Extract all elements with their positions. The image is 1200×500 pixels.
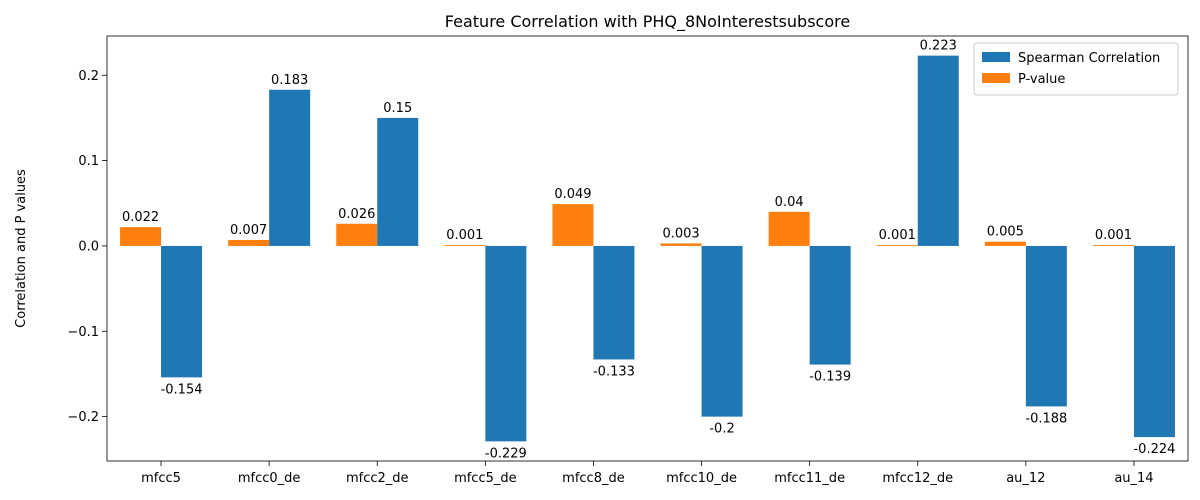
pvalue-label-au_14: 0.001 [1095, 228, 1132, 243]
correlation-label-mfcc5_de: -0.229 [485, 446, 527, 461]
correlation-bar-mfcc11_de [809, 245, 851, 365]
x-tick-label-mfcc5: mfcc5 [141, 471, 181, 486]
correlation-label-au_12: -0.188 [1025, 411, 1067, 426]
pvalue-label-mfcc8_de: 0.049 [554, 187, 591, 202]
y-tick-label: 0.1 [78, 154, 99, 169]
chart-title: Feature Correlation with PHQ_8NoInterest… [445, 12, 850, 32]
pvalue-label-mfcc11_de: 0.04 [775, 195, 804, 210]
correlation-bar-mfcc5_de [485, 245, 527, 442]
pvalue-label-au_12: 0.005 [987, 225, 1024, 240]
pvalue-bar-mfcc8_de [552, 204, 594, 246]
legend-box [973, 42, 1179, 96]
correlation-label-mfcc5: -0.154 [161, 382, 203, 397]
y-tick-label: −0.1 [67, 325, 99, 340]
legend-swatch [982, 73, 1010, 83]
y-tick-label: −0.2 [67, 410, 99, 425]
x-tick-label-au_14: au_14 [1114, 471, 1153, 486]
correlation-label-mfcc0_de: 0.183 [271, 73, 308, 88]
correlation-label-mfcc8_de: -0.133 [593, 364, 635, 379]
pvalue-label-mfcc5_de: 0.001 [446, 228, 483, 243]
pvalue-label-mfcc0_de: 0.007 [230, 223, 267, 238]
pvalue-bar-mfcc5 [120, 227, 162, 246]
pvalue-bar-au_14 [1092, 245, 1134, 246]
legend: Spearman Correlation P-value [973, 42, 1179, 96]
pvalue-bar-mfcc12_de [876, 245, 918, 246]
x-tick-label-mfcc11_de: mfcc11_de [774, 471, 845, 486]
pvalue-label-mfcc5: 0.022 [122, 210, 159, 225]
legend-entry: Spearman Correlation [1018, 51, 1160, 66]
pvalue-label-mfcc2_de: 0.026 [338, 207, 375, 222]
pvalue-label-mfcc12_de: 0.001 [879, 228, 916, 243]
pvalue-bar-mfcc5_de [444, 245, 486, 246]
correlation-bar-mfcc5 [161, 245, 203, 378]
x-tick-label-au_12: au_12 [1006, 471, 1045, 486]
correlation-bar-au_12 [1025, 245, 1067, 407]
legend-swatch [982, 52, 1010, 62]
pvalue-bar-mfcc0_de [228, 239, 270, 246]
y-tick-label: 0.2 [78, 69, 99, 84]
y-axis-label: Correlation and P values [14, 169, 29, 328]
axes-frame [106, 35, 1189, 462]
x-tick-label-mfcc0_de: mfcc0_de [238, 471, 301, 486]
correlation-bar-mfcc12_de [917, 55, 959, 246]
correlation-bar-au_14 [1133, 245, 1175, 438]
correlation-bar-mfcc0_de [269, 89, 311, 246]
correlation-label-mfcc12_de: 0.223 [920, 39, 957, 54]
pvalue-bar-mfcc2_de [336, 223, 378, 246]
plot-area: 0.022 -0.154 0.007 0.183 0.026 0.15 0.001 -0.22… [67, 35, 1189, 486]
y-tick-label: 0.0 [78, 239, 99, 254]
correlation-bar-mfcc2_de [377, 117, 419, 246]
correlation-label-au_14: -0.224 [1133, 442, 1175, 457]
x-tick-label-mfcc12_de: mfcc12_de [882, 471, 953, 486]
x-tick-label-mfcc8_de: mfcc8_de [562, 471, 625, 486]
x-tick-label-mfcc2_de: mfcc2_de [346, 471, 409, 486]
correlation-label-mfcc2_de: 0.15 [383, 101, 412, 116]
correlation-bar-mfcc8_de [593, 245, 635, 360]
pvalue-bar-au_12 [984, 241, 1026, 246]
legend-entry: P-value [1018, 72, 1065, 87]
correlation-bar-mfcc10_de [701, 245, 743, 417]
pvalue-bar-mfcc11_de [768, 211, 810, 246]
pvalue-label-mfcc10_de: 0.003 [662, 226, 699, 241]
correlation-label-mfcc11_de: -0.139 [809, 370, 851, 385]
correlation-label-mfcc10_de: -0.2 [709, 422, 734, 437]
pvalue-bar-mfcc10_de [660, 243, 702, 246]
x-tick-label-mfcc10_de: mfcc10_de [666, 471, 737, 486]
x-tick-label-mfcc5_de: mfcc5_de [454, 471, 517, 486]
